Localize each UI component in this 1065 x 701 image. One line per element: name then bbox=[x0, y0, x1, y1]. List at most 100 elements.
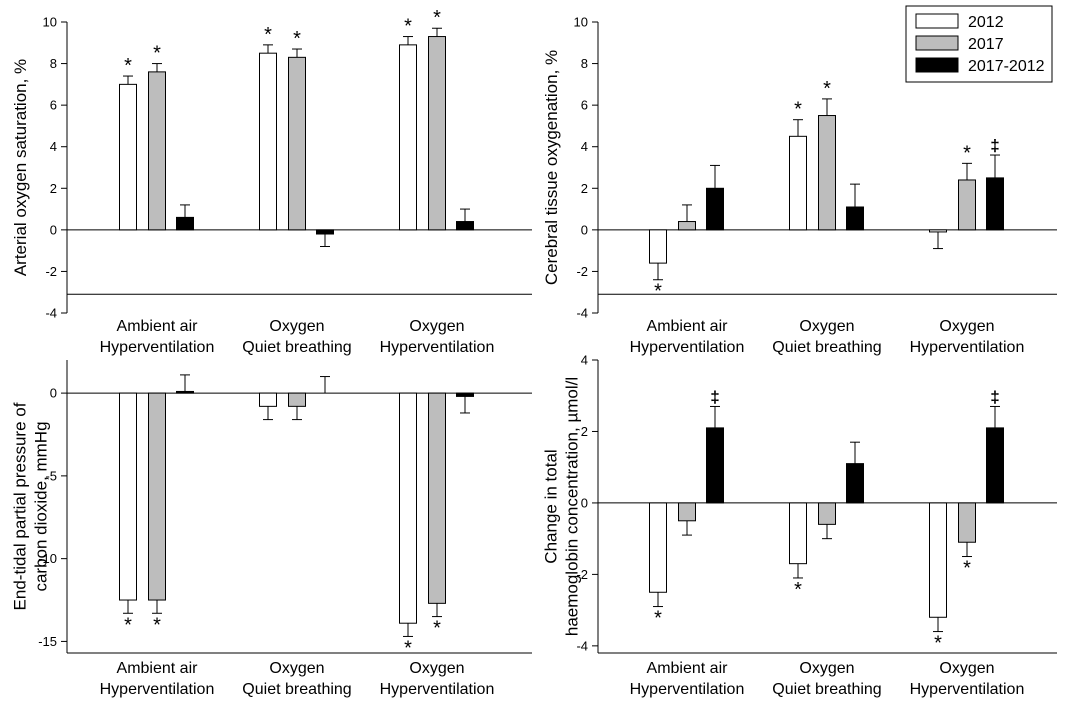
chart-panel-3: -15 -10 -5 0 End-tidal partial pressure of ca… bbox=[11, 360, 532, 698]
y-tick-label: -2 bbox=[576, 264, 588, 279]
y-tick-label: -2 bbox=[576, 567, 588, 582]
significance-asterisk: * bbox=[654, 608, 662, 630]
bar-2017-2 bbox=[818, 502, 836, 525]
significance-asterisk: * bbox=[124, 55, 132, 77]
legend-swatch bbox=[915, 57, 959, 73]
y-tick-label: -15 bbox=[38, 634, 57, 649]
bar-2017-1 bbox=[678, 221, 696, 231]
y-tick-label: 0 bbox=[50, 222, 57, 237]
significance-asterisk: * bbox=[963, 142, 971, 164]
category-label: Ambient air bbox=[647, 318, 729, 335]
significance-asterisk: * bbox=[654, 281, 662, 303]
category-label: Quiet breathing bbox=[772, 681, 881, 698]
y-tick-label: 6 bbox=[581, 98, 588, 113]
y-axis-label: carbon dioxide, mmHg bbox=[32, 421, 51, 591]
bar-2012-1 bbox=[649, 229, 667, 264]
y-tick-label: 4 bbox=[581, 139, 588, 154]
category-label: Oxygen bbox=[409, 660, 464, 677]
y-tick-label: 6 bbox=[50, 98, 57, 113]
y-tick-label: 4 bbox=[581, 353, 588, 368]
category-label: Oxygen bbox=[939, 660, 994, 677]
y-axis-label: End-tidal partial pressure of bbox=[11, 402, 30, 610]
bar-2017-1 bbox=[148, 71, 166, 231]
bar-2017-2012-1 bbox=[176, 390, 194, 394]
y-tick-label: 0 bbox=[581, 495, 588, 510]
bar-2017-2 bbox=[288, 392, 306, 407]
y-axis-label: Arterial oxygen saturation, % bbox=[11, 59, 30, 276]
y-tick-label: 0 bbox=[581, 222, 588, 237]
category-label: Quiet breathing bbox=[242, 681, 351, 698]
significance-asterisk: * bbox=[153, 43, 161, 65]
bar-2012-2 bbox=[259, 52, 277, 231]
y-tick-label: 0 bbox=[50, 386, 57, 401]
category-label: Ambient air bbox=[117, 660, 199, 677]
category-label: Oxygen bbox=[799, 660, 854, 677]
category-label: Quiet breathing bbox=[772, 339, 881, 356]
bar-2017-3 bbox=[428, 36, 446, 231]
significance-asterisk: * bbox=[963, 558, 971, 580]
bar-2012-2 bbox=[259, 392, 277, 407]
y-tick-label: 10 bbox=[574, 15, 588, 30]
significance-asterisk: * bbox=[794, 579, 802, 601]
category-label: Oxygen bbox=[939, 318, 994, 335]
bar-2017-2012-1 bbox=[706, 427, 724, 504]
significance-asterisk: * bbox=[823, 78, 831, 100]
bar-2017-2 bbox=[818, 115, 836, 231]
significance-dagger: ‡ bbox=[990, 136, 999, 155]
category-label: Hyperventilation bbox=[100, 339, 215, 356]
category-label: Hyperventilation bbox=[380, 681, 495, 698]
chart-panel-4: -4 -2 0 2 4 Change in total haemoglobin concen… bbox=[542, 353, 1057, 698]
y-tick-label: 8 bbox=[581, 56, 588, 71]
chart-panel-1: -4 -2 0 2 4 6 8 10 Arterial oxygen saturation, %… bbox=[11, 7, 532, 356]
y-tick-label: -10 bbox=[38, 551, 57, 566]
y-tick-label: -2 bbox=[45, 264, 57, 279]
bar-2017-2012-2 bbox=[846, 206, 864, 231]
bar-2012-1 bbox=[119, 392, 137, 601]
bar-2012-3 bbox=[929, 229, 947, 233]
category-label: Hyperventilation bbox=[910, 681, 1025, 698]
category-label: Oxygen bbox=[269, 318, 324, 335]
bar-2017-2012-3 bbox=[986, 177, 1004, 231]
significance-asterisk: * bbox=[264, 24, 272, 46]
y-tick-label: 8 bbox=[50, 56, 57, 71]
y-axis-label: Change in total bbox=[542, 449, 561, 563]
y-tick-label: 2 bbox=[581, 424, 588, 439]
y-tick-label: -4 bbox=[45, 306, 57, 321]
category-label: Ambient air bbox=[647, 660, 729, 677]
significance-asterisk: * bbox=[794, 99, 802, 121]
bar-2017-2012-3 bbox=[456, 221, 474, 231]
y-tick-label: -4 bbox=[576, 638, 588, 653]
category-label: Quiet breathing bbox=[242, 339, 351, 356]
y-tick-label: -5 bbox=[45, 468, 57, 483]
bar-2012-2 bbox=[789, 135, 807, 231]
bar-2017-1 bbox=[148, 392, 166, 601]
y-tick-label: 2 bbox=[50, 181, 57, 196]
category-label: Ambient air bbox=[117, 318, 199, 335]
significance-dagger: ‡ bbox=[710, 387, 719, 406]
significance-asterisk: * bbox=[293, 28, 301, 50]
significance-asterisk: * bbox=[153, 614, 161, 636]
legend-label: 2017-2012 bbox=[968, 58, 1045, 75]
category-label: Oxygen bbox=[269, 660, 324, 677]
bar-2012-3 bbox=[929, 502, 947, 618]
category-label: Hyperventilation bbox=[100, 681, 215, 698]
significance-asterisk: * bbox=[124, 614, 132, 636]
bar-2012-1 bbox=[649, 502, 667, 593]
category-label: Hyperventilation bbox=[910, 339, 1025, 356]
bar-2017-2012-2 bbox=[846, 463, 864, 504]
bar-2017-2012-2 bbox=[316, 229, 334, 235]
bar-2017-2012-1 bbox=[176, 216, 194, 231]
significance-asterisk: * bbox=[433, 7, 441, 29]
bar-2017-3 bbox=[958, 179, 976, 231]
bar-2017-3 bbox=[428, 392, 446, 604]
y-axis-label: haemoglobin concentration, µmol/l bbox=[563, 377, 582, 636]
category-label: Hyperventilation bbox=[630, 339, 745, 356]
significance-dagger: ‡ bbox=[990, 387, 999, 406]
bar-2017-2012-1 bbox=[706, 187, 724, 231]
chart-panel-2: -4 -2 0 2 4 6 8 10 Cerebral tissue oxygenation, … bbox=[542, 15, 1057, 356]
significance-asterisk: * bbox=[404, 637, 412, 659]
significance-asterisk: * bbox=[404, 16, 412, 38]
bar-2017-1 bbox=[678, 502, 696, 522]
bar-2012-2 bbox=[789, 502, 807, 565]
